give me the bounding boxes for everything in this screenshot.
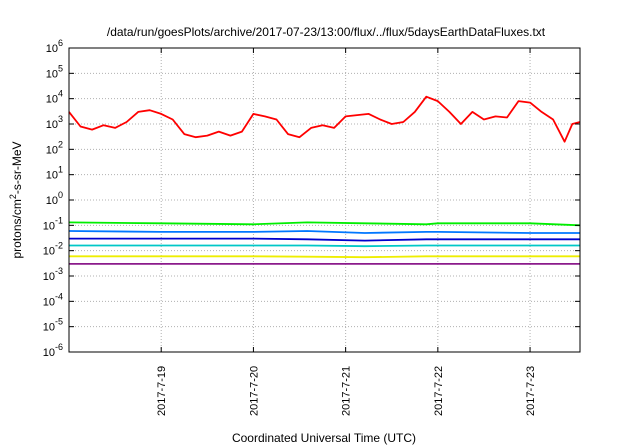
x-axis-label: Coordinated Universal Time (UTC) <box>232 431 416 445</box>
y-tick-label: 10-5 <box>43 317 63 334</box>
x-tick-label: 2017-7-22 <box>433 366 445 416</box>
y-tick-label: 105 <box>46 63 63 80</box>
y-tick-label: 106 <box>46 38 63 55</box>
grid <box>69 48 580 352</box>
series-line-3 <box>68 230 580 234</box>
y-tick-label: 101 <box>46 165 63 182</box>
y-tick-label: 103 <box>46 114 63 131</box>
y-tick-label: 10-1 <box>43 215 63 232</box>
y-tick-label: 10-2 <box>43 241 63 258</box>
series-line-4 <box>69 237 580 242</box>
y-axis: 10-6 10-5 10-4 10-3 10-2 10-1 100 101 102 103 104 1… <box>43 38 580 359</box>
series-line-5 <box>69 244 580 248</box>
chart-title: /data/run/goesPlots/archive/2017-07-23/1… <box>107 25 546 39</box>
y-axis-label-pre: protons/cm <box>10 199 24 258</box>
series-line-1 <box>68 95 581 143</box>
series-line-2 <box>68 221 581 227</box>
x-tick-label: 2017-7-21 <box>341 366 353 416</box>
y-tick-label: 100 <box>46 190 63 207</box>
series-line-6 <box>69 255 580 259</box>
series-group <box>68 95 581 265</box>
x-axis: 2017-7-19 2017-7-20 2017-7-21 2017-7-22 2017… <box>156 48 537 416</box>
y-tick-label: 10-6 <box>43 342 63 359</box>
x-tick-label: 2017-7-19 <box>156 366 168 416</box>
y-tick-label: 104 <box>46 89 63 106</box>
x-tick-label: 2017-7-23 <box>525 366 537 416</box>
y-axis-label-post: -s-sr-MeV <box>10 141 24 194</box>
y-axis-label: protons/cm2-s-sr-MeV <box>8 141 24 258</box>
y-tick-label: 102 <box>46 139 63 156</box>
y-tick-label: 10-4 <box>43 291 63 308</box>
y-axis-label-sup: 2 <box>8 194 18 199</box>
x-tick-label: 2017-7-20 <box>248 366 260 416</box>
y-tick-label: 10-3 <box>43 266 63 283</box>
